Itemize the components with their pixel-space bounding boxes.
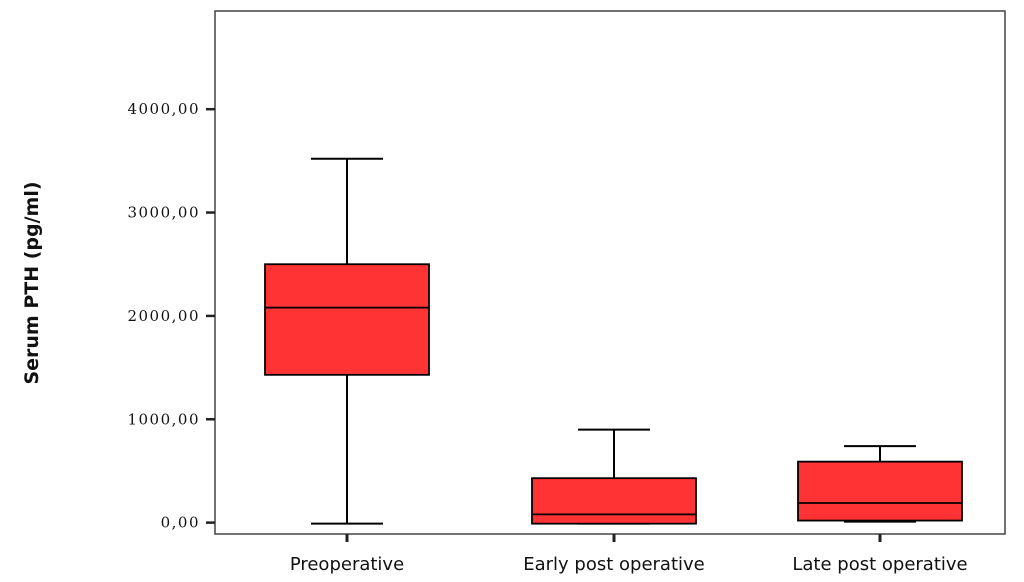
iqr-box bbox=[264, 263, 430, 376]
y-tick-label: 4000,00 bbox=[127, 100, 200, 118]
box-2 bbox=[531, 428, 697, 525]
box-3 bbox=[797, 445, 963, 523]
box-series bbox=[264, 157, 963, 525]
y-axis-title: Serum PTH (pg/ml) bbox=[21, 181, 43, 384]
x-axis-ticks: Preoperative Early post operative Late pos… bbox=[290, 534, 968, 575]
iqr-box bbox=[531, 477, 697, 525]
y-axis-ticks: 0,00 1000,00 2000,00 3000,00 4000,00 bbox=[127, 100, 215, 532]
y-tick-label: 1000,00 bbox=[127, 410, 200, 428]
y-tick-label: 0,00 bbox=[161, 514, 200, 532]
y-tick-label: 3000,00 bbox=[127, 204, 200, 222]
box-1 bbox=[264, 157, 430, 525]
x-tick-label: Late post operative bbox=[792, 554, 967, 575]
y-tick-label: 2000,00 bbox=[127, 307, 200, 325]
x-tick-label: Early post operative bbox=[523, 554, 705, 575]
x-tick-label: Preoperative bbox=[290, 554, 404, 575]
iqr-box bbox=[797, 460, 963, 522]
